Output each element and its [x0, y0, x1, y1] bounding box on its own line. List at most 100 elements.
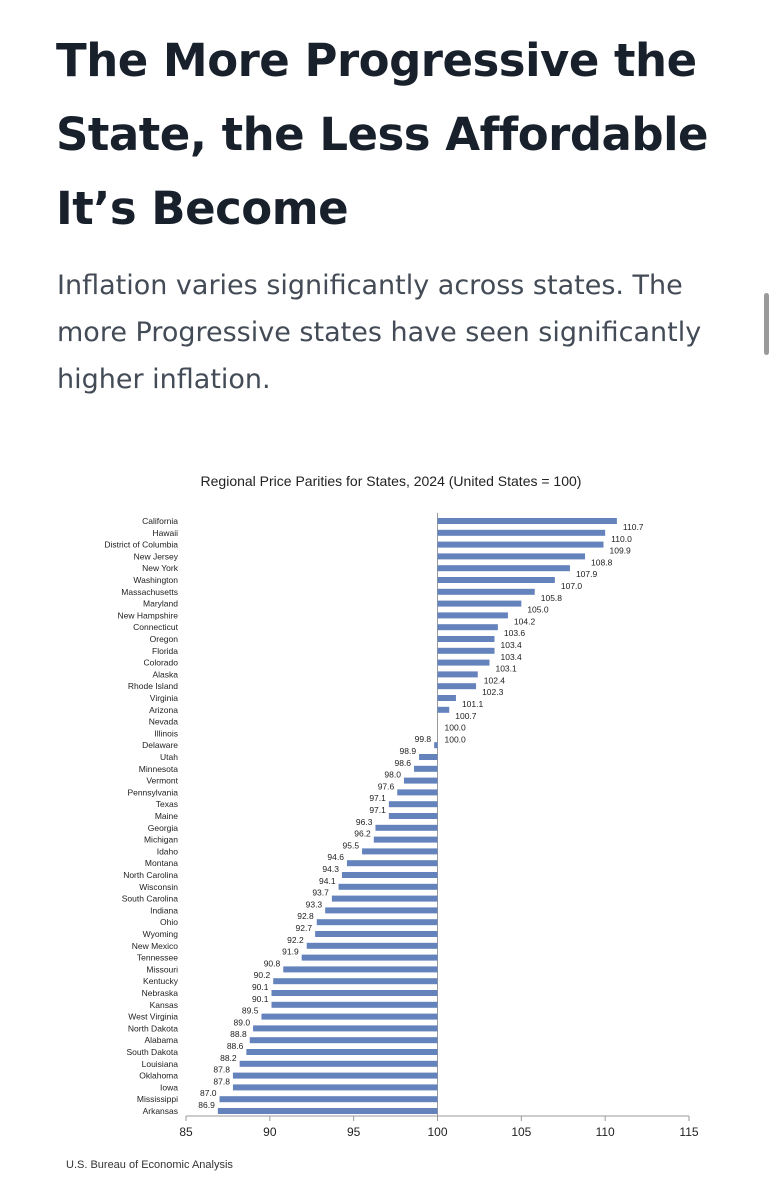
category-label: Washington [133, 575, 178, 585]
value-label: 105.8 [541, 593, 563, 603]
category-label: South Dakota [126, 1047, 178, 1057]
category-label: Delaware [142, 740, 178, 750]
category-label: Florida [152, 646, 178, 656]
category-label: Maine [155, 811, 178, 821]
bar-vermont [403, 777, 438, 784]
category-label: Colorado [144, 658, 179, 668]
value-label: 105.0 [527, 605, 549, 615]
value-label: 93.7 [312, 888, 329, 898]
category-label: Mississippi [137, 1094, 178, 1104]
bar-utah [419, 754, 438, 760]
category-label: New Jersey [134, 551, 179, 561]
value-label: 101.1 [462, 699, 484, 709]
value-label: 94.3 [322, 864, 339, 874]
chart-source: U.S. Bureau of Economic Analysis [66, 1159, 233, 1171]
category-label: Virginia [150, 693, 178, 703]
category-label: Nebraska [142, 988, 179, 998]
bar-connecticut [437, 624, 498, 631]
bar-district-of-columbia [437, 541, 604, 548]
category-label: West Virginia [128, 1012, 178, 1022]
category-label: Massachusetts [121, 587, 178, 597]
value-label: 103.4 [501, 652, 523, 662]
bar-louisiana [239, 1060, 438, 1067]
bar-iowa [232, 1084, 438, 1091]
bar-kansas [271, 1001, 438, 1008]
category-label: Georgia [148, 823, 179, 833]
value-label: 98.9 [400, 746, 417, 756]
value-label: 89.0 [234, 1017, 251, 1027]
bar-texas [388, 801, 438, 808]
bar-kentucky [273, 978, 438, 985]
bar-north-carolina [341, 872, 438, 878]
category-label: North Dakota [128, 1023, 178, 1033]
category-label: California [142, 516, 178, 526]
x-tick-label: 85 [179, 1125, 193, 1139]
category-label: Nevada [149, 717, 179, 727]
bar-massachusetts [437, 588, 535, 595]
bar-south-dakota [246, 1049, 438, 1055]
x-tick-label: 110 [596, 1125, 615, 1139]
category-label: Texas [156, 799, 178, 809]
value-label: 100.7 [455, 711, 477, 721]
value-label: 87.0 [200, 1088, 217, 1098]
bar-new-york [437, 565, 570, 572]
bar-wisconsin [338, 883, 438, 890]
category-label: Hawaii [152, 528, 178, 538]
category-label: Rhode Island [128, 681, 178, 691]
bar-south-carolina [331, 895, 438, 902]
value-label: 104.2 [514, 616, 536, 626]
bar-georgia [375, 824, 438, 831]
bar-michigan [373, 836, 438, 843]
bar-north-dakota [253, 1025, 438, 1032]
value-label: 87.8 [213, 1076, 230, 1086]
bar-minnesota [414, 765, 438, 772]
category-label: Indiana [150, 905, 178, 915]
bar-wyoming [315, 931, 438, 937]
bar-alaska [437, 671, 478, 678]
category-label: Michigan [144, 835, 178, 845]
category-label: Illinois [154, 728, 178, 738]
chart-title: Regional Price Parities for States, 2024… [201, 473, 582, 489]
page-scrollbar[interactable] [764, 293, 769, 355]
category-label: Arizona [149, 705, 178, 715]
x-tick-label: 105 [511, 1125, 531, 1139]
bar-missouri [283, 966, 438, 973]
category-label: Ohio [160, 917, 178, 927]
article-headline: The More Progressive the State, the Less… [56, 34, 709, 235]
value-label: 90.8 [264, 958, 281, 968]
value-label: 100.0 [445, 734, 467, 744]
value-label: 103.6 [504, 628, 526, 638]
value-label: 103.1 [495, 664, 517, 674]
bar-hawaii [437, 529, 606, 536]
value-label: 102.4 [484, 675, 506, 685]
value-label: 88.2 [220, 1053, 237, 1063]
bar-florida [437, 647, 495, 654]
value-label: 90.2 [254, 970, 271, 980]
value-label: 89.5 [242, 1006, 259, 1016]
bar-tennessee [301, 954, 438, 961]
category-label: Kansas [150, 1000, 178, 1010]
bar-maryland [437, 600, 522, 607]
value-label: 109.9 [609, 546, 631, 556]
bar-idaho [362, 848, 438, 855]
bar-west-virginia [261, 1013, 438, 1020]
value-label: 97.6 [378, 781, 395, 791]
category-label: New Mexico [132, 941, 179, 951]
value-label: 91.9 [282, 947, 299, 957]
value-label: 90.1 [252, 994, 269, 1004]
category-label: New York [142, 563, 179, 573]
bar-arkansas [217, 1108, 438, 1114]
category-label: North Carolina [123, 870, 178, 880]
category-label: Utah [160, 752, 178, 762]
value-label: 107.0 [561, 581, 583, 591]
value-label: 102.3 [482, 687, 504, 697]
x-tick-label: 115 [679, 1125, 698, 1139]
category-label: District of Columbia [104, 540, 178, 550]
category-label: Wisconsin [139, 882, 178, 892]
value-label: 108.8 [591, 557, 613, 567]
value-label: 87.8 [213, 1065, 230, 1075]
bar-mississippi [219, 1096, 438, 1103]
bar-california [437, 518, 617, 524]
value-label: 97.1 [369, 805, 386, 815]
